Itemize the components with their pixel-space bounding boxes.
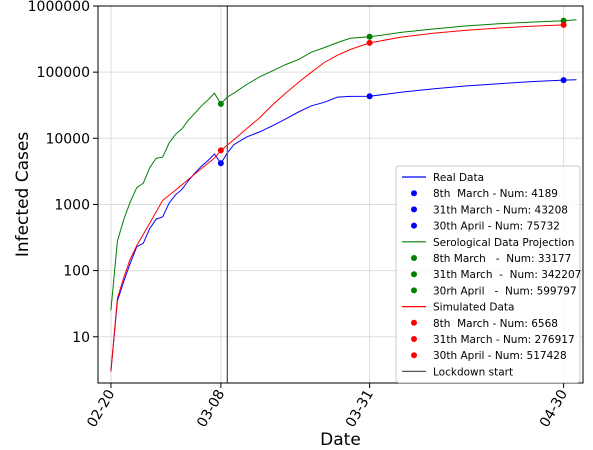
legend-dot-swatch bbox=[411, 336, 417, 342]
y-tick-label: 100000 bbox=[37, 65, 90, 81]
highlight-point bbox=[217, 100, 224, 107]
plot-frame bbox=[97, 5, 584, 384]
legend-label: 31th March - Num: 276917 bbox=[433, 334, 575, 346]
y-tick-label: 1000000 bbox=[28, 0, 90, 15]
series-line-simulated-data bbox=[110, 24, 564, 372]
legend-dot-swatch bbox=[411, 271, 417, 278]
legend-dot-swatch bbox=[411, 190, 417, 197]
highlight-point bbox=[560, 21, 567, 28]
legend-label: 8th March - Num: 6568 bbox=[433, 318, 558, 330]
highlight-point bbox=[366, 93, 373, 100]
plot-lines bbox=[110, 6, 577, 383]
legend-label: Simulated Data bbox=[433, 302, 514, 314]
legend-label: 30th April - Num: 517428 bbox=[433, 350, 567, 362]
legend-box bbox=[395, 165, 581, 384]
legend-dot-swatch bbox=[411, 206, 417, 213]
legend-label: 8th March - Num: 4189 bbox=[433, 188, 558, 200]
highlight-point bbox=[366, 39, 373, 46]
legend-dot-swatch bbox=[411, 287, 417, 294]
legend-label: 8th March - Num: 33177 bbox=[433, 253, 571, 265]
legend-label: Lockdown start bbox=[433, 366, 513, 378]
legend-label: 30rh April - Num: 599797 bbox=[433, 285, 577, 297]
x-tick-label: 03-31 bbox=[343, 387, 377, 430]
legend-dot-swatch bbox=[411, 255, 417, 261]
plot-points bbox=[217, 17, 567, 167]
legend-label: Real Data bbox=[433, 172, 484, 184]
x-tick-label: 03-08 bbox=[194, 387, 228, 430]
legend-dot-swatch bbox=[411, 352, 417, 359]
legend-dot-swatch bbox=[411, 222, 417, 229]
y-axis-label: Infected Cases bbox=[13, 132, 33, 258]
legend-label: 30th April - Num: 75732 bbox=[433, 221, 560, 233]
legend-label: 31th March - Num: 342207 bbox=[433, 269, 581, 281]
y-axis-ticks: 10 100 1000 10000 100000 1000000 bbox=[28, 0, 98, 346]
y-tick-label: 100 bbox=[63, 264, 90, 280]
highlight-point bbox=[560, 17, 567, 24]
y-tick-label: 10000 bbox=[45, 131, 90, 147]
legend-label: 31th March - Num: 43208 bbox=[433, 204, 568, 216]
y-tick-label: 10 bbox=[72, 330, 90, 346]
x-axis-ticks: 02-20 03-08 03-31 04-30 bbox=[84, 383, 571, 430]
x-axis-label: Date bbox=[320, 430, 361, 450]
legend-dot-swatch bbox=[411, 319, 417, 326]
legend: Real Data 8th March - Num: 4189 31th March… bbox=[395, 165, 581, 384]
x-tick-label: 04-30 bbox=[537, 387, 571, 430]
x-tick-label: 02-20 bbox=[84, 387, 118, 430]
highlight-point bbox=[560, 77, 567, 84]
highlight-point bbox=[217, 160, 224, 167]
legend-label: Serological Data Projection bbox=[433, 237, 574, 249]
y-tick-label: 1000 bbox=[54, 197, 90, 213]
highlight-point bbox=[366, 33, 373, 40]
highlight-point bbox=[217, 147, 224, 154]
